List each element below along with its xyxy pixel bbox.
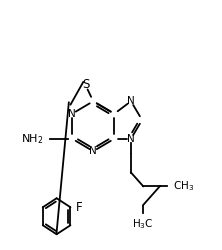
Text: N: N [127,96,135,106]
Text: N: N [89,146,97,156]
Text: F: F [76,201,83,214]
Text: H$_3$C: H$_3$C [132,218,154,231]
Text: N: N [127,134,135,144]
Text: S: S [82,78,89,92]
Text: CH$_3$: CH$_3$ [173,179,194,193]
Text: NH$_2$: NH$_2$ [21,132,43,146]
Text: N: N [68,109,76,119]
